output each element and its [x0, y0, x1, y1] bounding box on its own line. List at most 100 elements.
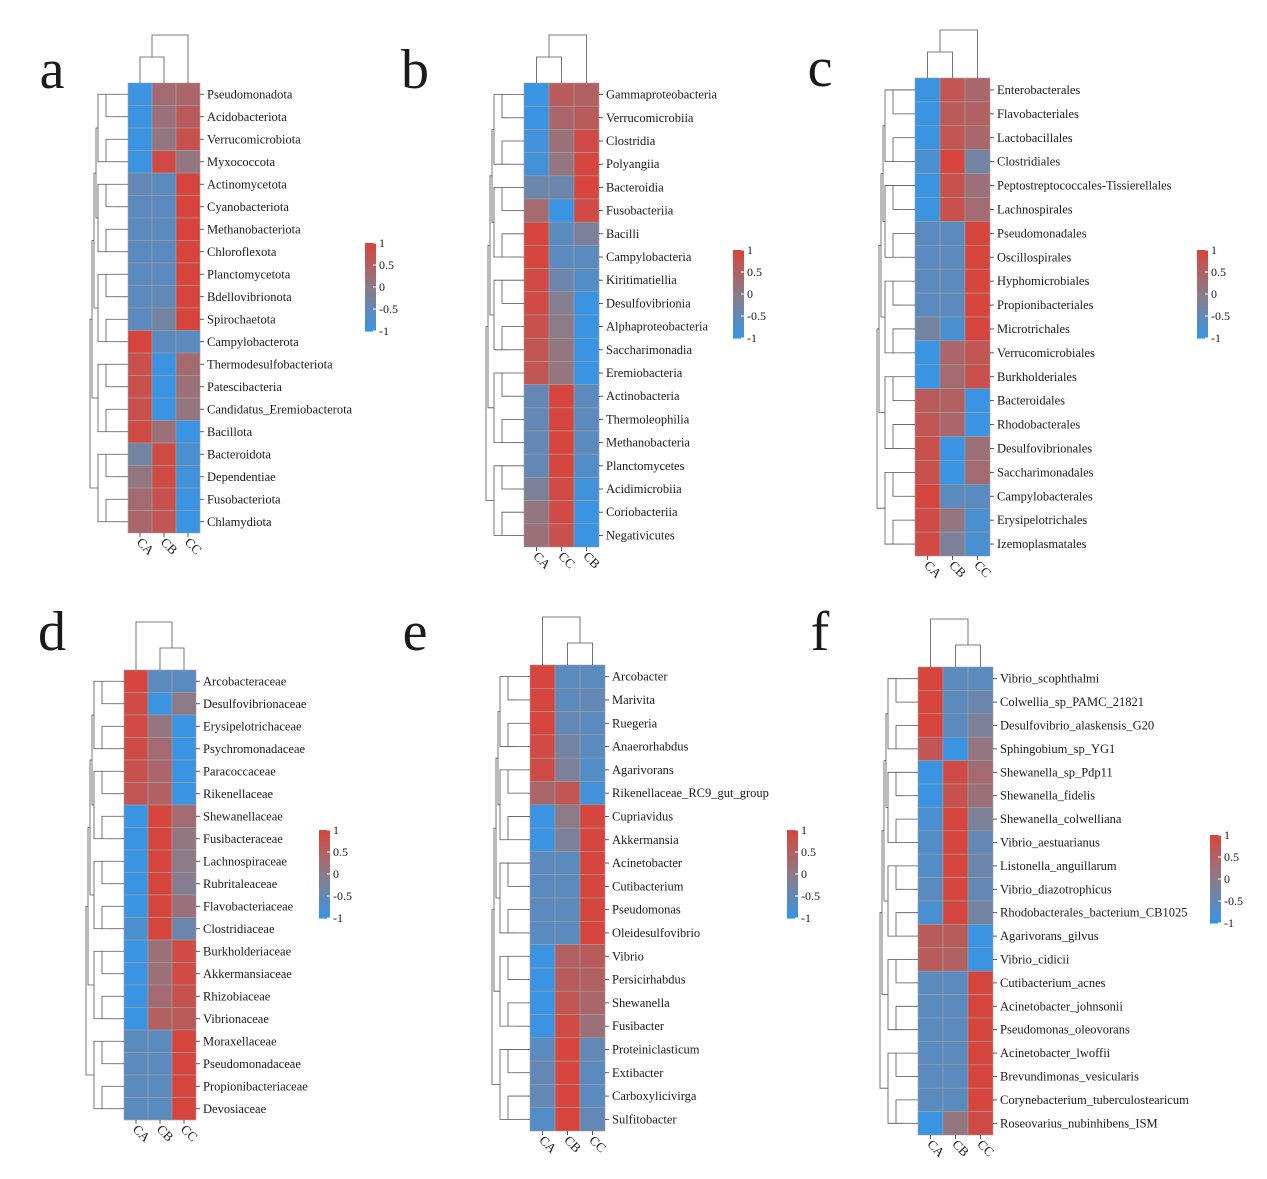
heatmap-cell	[554, 781, 581, 806]
legend-swatch	[733, 298, 744, 302]
heatmap-cell	[175, 487, 201, 511]
legend-swatch	[787, 909, 798, 912]
row-label: Acinetobacter	[612, 856, 683, 870]
row-label: Campylobacterota	[207, 335, 299, 349]
heatmap-cell	[917, 1087, 944, 1112]
row-dendrogram	[89, 93, 128, 523]
heatmap-cell	[573, 198, 600, 223]
legend-swatch	[787, 915, 798, 919]
heatmap-cell	[548, 175, 575, 200]
heatmap-cell	[151, 105, 177, 129]
heatmap-cell	[171, 759, 197, 783]
heatmap-cell	[175, 510, 201, 534]
heatmap-cell	[123, 827, 149, 851]
legend-swatch	[733, 291, 744, 295]
row-label: Cutibacterium_acnes	[1000, 976, 1106, 990]
legend-swatch	[1197, 327, 1208, 330]
heatmap-cell	[151, 172, 177, 196]
heatmap-cell	[967, 970, 994, 995]
heatmap-cell	[127, 195, 153, 219]
heatmap-cell	[529, 897, 556, 922]
legend-swatch	[1197, 320, 1208, 324]
heatmap-cell	[171, 962, 197, 986]
legend-swatch	[787, 865, 798, 868]
legend-swatch	[787, 863, 798, 866]
heatmap-cell	[964, 388, 991, 413]
legend-swatch	[365, 271, 376, 275]
heatmap-cell	[147, 669, 173, 693]
heatmap-cell	[942, 1041, 969, 1066]
heatmap-cell	[529, 781, 556, 806]
row-label: Propionibacteriaceae	[203, 1079, 308, 1093]
column-label: CB	[158, 535, 181, 558]
legend-swatch	[787, 849, 798, 853]
heatmap-cell	[579, 1107, 606, 1132]
heatmap-cell	[529, 920, 556, 945]
column-label: CB	[949, 1137, 972, 1160]
legend-swatch	[365, 254, 376, 257]
heatmap-cell	[554, 1037, 581, 1062]
heatmap-cell	[147, 849, 173, 873]
heatmap-cell	[579, 944, 606, 969]
legend-swatch	[1210, 850, 1221, 854]
legend-swatch	[319, 907, 330, 910]
heatmap-cell	[548, 221, 575, 246]
legend-swatch	[1197, 265, 1208, 269]
legend-tick-label: 0	[747, 287, 753, 301]
heatmap-cell	[942, 830, 969, 855]
column-label: CA	[130, 1122, 154, 1146]
legend-swatch	[365, 265, 376, 268]
legend-swatch	[787, 874, 798, 877]
heatmap-cell	[964, 173, 991, 198]
heatmap-cell	[964, 101, 991, 127]
heatmap-cell	[127, 150, 153, 174]
heatmap-cell	[942, 900, 969, 925]
heatmap-cell	[573, 105, 600, 130]
legend-swatch	[1210, 920, 1221, 924]
heatmap-cell	[151, 330, 177, 354]
legend-swatch	[1210, 879, 1221, 882]
heatmap-cell	[175, 172, 201, 196]
row-label: Colwellia_sp_PAMC_21821	[1000, 695, 1144, 709]
heatmap-cell	[175, 352, 201, 376]
heatmap-cell	[579, 757, 606, 782]
legend-tick-label: 0.5	[801, 845, 816, 859]
heatmap-cell	[967, 1087, 994, 1112]
heatmap-cell	[127, 330, 153, 354]
heatmap-cell	[175, 420, 201, 444]
heatmap-cell	[147, 1029, 173, 1053]
heatmap-cell	[529, 1037, 556, 1062]
heatmap-panel-c: c Enterobacterales Flavobacteriales Lactoba…	[808, 29, 1230, 581]
heatmap-cell	[554, 1014, 581, 1039]
heatmap-cell	[529, 687, 556, 712]
legend-swatch	[787, 907, 798, 910]
heatmap-cell	[123, 692, 149, 716]
legend-swatch	[787, 880, 798, 884]
heatmap-cell	[554, 967, 581, 992]
heatmap-cell	[175, 150, 201, 174]
legend-tick-label: -0.5	[747, 309, 766, 323]
heatmap-cell	[967, 947, 994, 972]
heatmap-cell	[548, 384, 575, 409]
row-label: Agarivorans_gilvus	[1000, 929, 1099, 943]
color-legend: 1 0.5 0 -0.5 -1	[365, 236, 398, 338]
legend-swatch	[733, 272, 744, 275]
legend-swatch	[733, 335, 744, 339]
row-dendrogram	[491, 676, 530, 1120]
heatmap-cell	[914, 436, 941, 461]
row-label: Cupriavidus	[612, 809, 673, 823]
row-label: Microtrichales	[997, 322, 1070, 336]
legend-swatch	[1210, 865, 1221, 869]
legend-swatch	[1210, 885, 1221, 889]
legend-swatch	[733, 285, 744, 288]
legend-swatch	[319, 891, 330, 895]
legend-swatch	[1210, 883, 1221, 887]
heatmap-cell	[964, 507, 991, 533]
row-label: Cyanobacteriota	[207, 200, 289, 214]
legend-tick-label: -1	[333, 911, 343, 925]
legend-swatch	[733, 333, 744, 337]
legend-swatch	[1197, 291, 1208, 295]
legend-swatch	[319, 904, 330, 908]
legend-swatch	[1210, 852, 1221, 856]
heatmap-cell	[175, 195, 201, 219]
